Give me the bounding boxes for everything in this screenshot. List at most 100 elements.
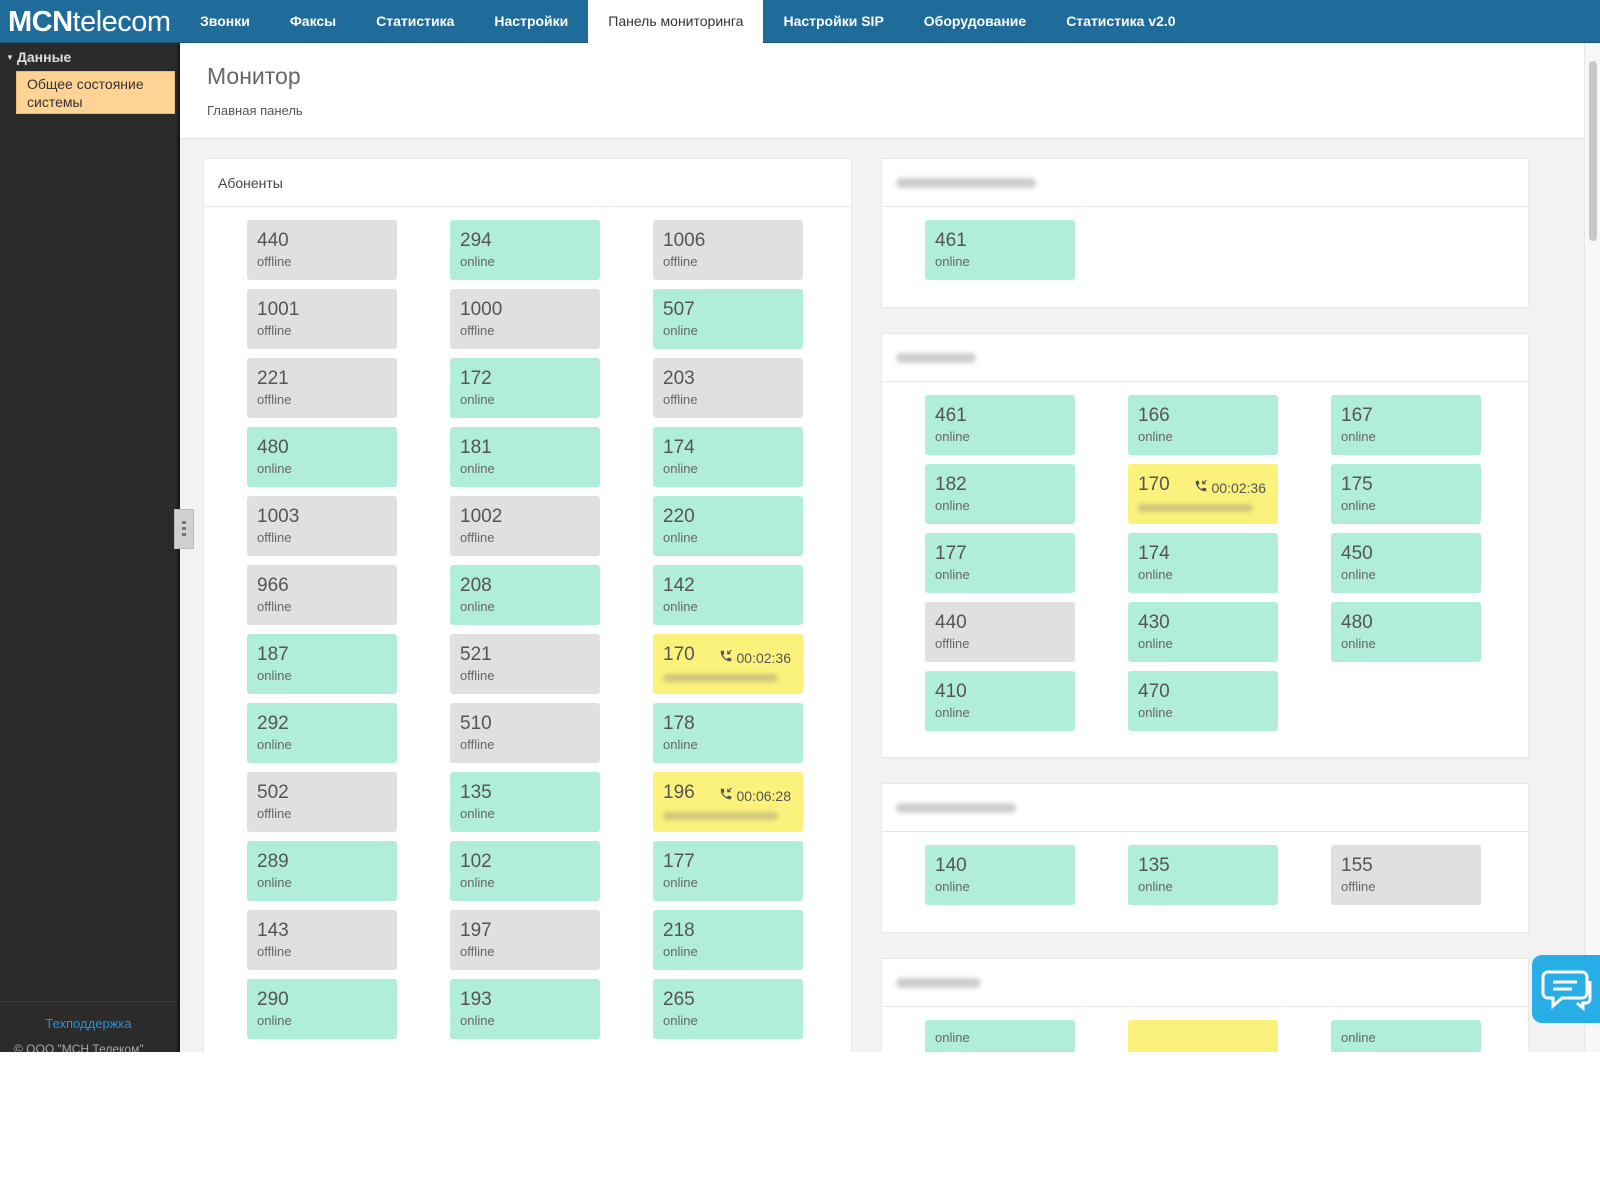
subscriber-number: 178 (663, 713, 695, 734)
subscriber-status: offline (257, 806, 292, 821)
subscriber-tile[interactable]: 142 online (653, 565, 803, 625)
subscriber-tile[interactable]: 140 online (925, 845, 1075, 905)
subscriber-tile[interactable]: 450 online (1331, 533, 1481, 593)
subscriber-status: online (460, 392, 495, 407)
nav-item[interactable]: Панель мониторинга (588, 0, 764, 43)
subscriber-number: 166 (1138, 405, 1170, 426)
subscriber-tile[interactable] (1128, 1020, 1278, 1052)
support-link[interactable]: Техподдержка (45, 1016, 132, 1031)
chat-button[interactable] (1532, 955, 1600, 1023)
subscriber-tile[interactable]: 470 online (1128, 671, 1278, 731)
nav-item[interactable]: Оборудование (923, 13, 1027, 29)
subscriber-tile[interactable]: 196 00:06:28 (653, 772, 803, 832)
subscriber-status: offline (257, 323, 292, 338)
subscriber-status: offline (257, 530, 292, 545)
subscriber-tile[interactable]: 218 online (653, 910, 803, 970)
nav-item[interactable]: Факсы (289, 13, 337, 29)
subscriber-tile[interactable]: 170 00:02:36 (1128, 464, 1278, 524)
subscriber-tile[interactable]: 170 00:02:36 (653, 634, 803, 694)
subscriber-tile[interactable]: 174 online (1128, 533, 1278, 593)
subscriber-number: 220 (663, 506, 695, 527)
vertical-scrollbar[interactable] (1584, 43, 1600, 1052)
nav-item[interactable]: Статистика v2.0 (1066, 13, 1176, 29)
subscriber-tile[interactable]: 172 online (450, 358, 600, 418)
subscriber-tile[interactable]: 181 online (450, 427, 600, 487)
copyright: © ООО "МСН Телеком" (14, 1042, 144, 1052)
subscriber-tile[interactable]: 197 offline (450, 910, 600, 970)
subscriber-tile[interactable]: 440 offline (925, 602, 1075, 662)
subscriber-tile[interactable]: 966 offline (247, 565, 397, 625)
subscriber-tile[interactable]: 220 online (653, 496, 803, 556)
subscriber-tile[interactable]: 480 online (247, 427, 397, 487)
main-content: Монитор Главная панель Абоненты 440 offli… (180, 43, 1584, 1052)
subscriber-tile[interactable]: 430 online (1128, 602, 1278, 662)
subscriber-tile[interactable]: 289 online (247, 841, 397, 901)
subscriber-tile[interactable]: 135 online (450, 772, 600, 832)
subscriber-tile[interactable]: 135 online (1128, 845, 1278, 905)
sidebar-resize-handle[interactable] (174, 509, 194, 549)
subscriber-tile[interactable]: 502 offline (247, 772, 397, 832)
subscriber-tile[interactable]: 102 online (450, 841, 600, 901)
subscriber-tile[interactable]: 182 online (925, 464, 1075, 524)
subscriber-tile[interactable]: 1001 offline (247, 289, 397, 349)
subscriber-number: 1006 (663, 230, 706, 251)
subscriber-tile[interactable]: 461 online (925, 220, 1075, 280)
subscriber-tile[interactable]: 193 online (450, 979, 600, 1039)
sidebar-group-data[interactable]: ▼ Данные (6, 49, 71, 65)
subscriber-status: online (1341, 636, 1376, 651)
subscriber-tile[interactable]: 208 online (450, 565, 600, 625)
nav-item[interactable]: Настройки SIP (783, 13, 884, 29)
nav-item[interactable]: Статистика (376, 13, 455, 29)
scrollbar-thumb[interactable] (1589, 61, 1597, 241)
subscriber-tile[interactable]: 1006 offline (653, 220, 803, 280)
subscriber-tile[interactable]: 1003 offline (247, 496, 397, 556)
subscriber-status: offline (1341, 879, 1376, 894)
subscriber-tile[interactable]: 510 offline (450, 703, 600, 763)
nav-item[interactable]: Звонки (200, 13, 250, 29)
subscriber-number: 265 (663, 989, 695, 1010)
subscriber-tile[interactable]: 177 online (925, 533, 1075, 593)
subscriber-number: 450 (1341, 543, 1373, 564)
subscriber-tile[interactable]: 507 online (653, 289, 803, 349)
subscriber-tile[interactable]: 221 offline (247, 358, 397, 418)
subscriber-tile[interactable]: 292 online (247, 703, 397, 763)
subscriber-status: online (663, 944, 698, 959)
subscriber-status: online (460, 599, 495, 614)
subscriber-tile[interactable]: 1002 offline (450, 496, 600, 556)
subscriber-tile[interactable]: 203 offline (653, 358, 803, 418)
subscriber-tile[interactable]: 1000 offline (450, 289, 600, 349)
subscriber-tile[interactable]: 155 offline (1331, 845, 1481, 905)
subscriber-tile[interactable]: 178 online (653, 703, 803, 763)
nav-item[interactable]: Настройки (494, 13, 569, 29)
subscriber-tile[interactable]: 174 online (653, 427, 803, 487)
logo[interactable]: MCNtelecom (8, 4, 171, 40)
subscriber-tile[interactable]: 265 online (653, 979, 803, 1039)
subscriber-number: 1001 (257, 299, 300, 320)
subscriber-tile[interactable]: 167 online (1331, 395, 1481, 455)
call-info: 00:06:28 (719, 787, 791, 804)
subscriber-number: 170 (663, 644, 695, 665)
logo-text: telecom (72, 6, 172, 38)
subscriber-tile[interactable]: 143 offline (247, 910, 397, 970)
caret-down-icon: ▼ (6, 53, 14, 62)
subscriber-number: 1002 (460, 506, 503, 527)
subscriber-tile[interactable]: 187 online (247, 634, 397, 694)
subscriber-tile[interactable]: 166 online (1128, 395, 1278, 455)
subscriber-tile[interactable]: 480 online (1331, 602, 1481, 662)
subscriber-tile[interactable]: 440 offline (247, 220, 397, 280)
sidebar-item-system-status[interactable]: Общее состояние системы (16, 71, 175, 114)
subscriber-tile[interactable]: 175 online (1331, 464, 1481, 524)
subscriber-tile[interactable]: 177 online (653, 841, 803, 901)
subscriber-tile[interactable]: 521 offline (450, 634, 600, 694)
group-panel: online online (881, 958, 1529, 1052)
subscriber-tile[interactable]: online (925, 1020, 1075, 1052)
subscriber-tile[interactable]: 294 online (450, 220, 600, 280)
subscriber-number: 155 (1341, 855, 1373, 876)
subscriber-tile[interactable]: 290 online (247, 979, 397, 1039)
subscriber-number: 172 (460, 368, 492, 389)
subscriber-tile[interactable]: 461 online (925, 395, 1075, 455)
subscriber-tile[interactable]: 410 online (925, 671, 1075, 731)
subscriber-tile[interactable]: online (1331, 1020, 1481, 1052)
subscriber-status: online (663, 530, 698, 545)
subscriber-number: 480 (1341, 612, 1373, 633)
